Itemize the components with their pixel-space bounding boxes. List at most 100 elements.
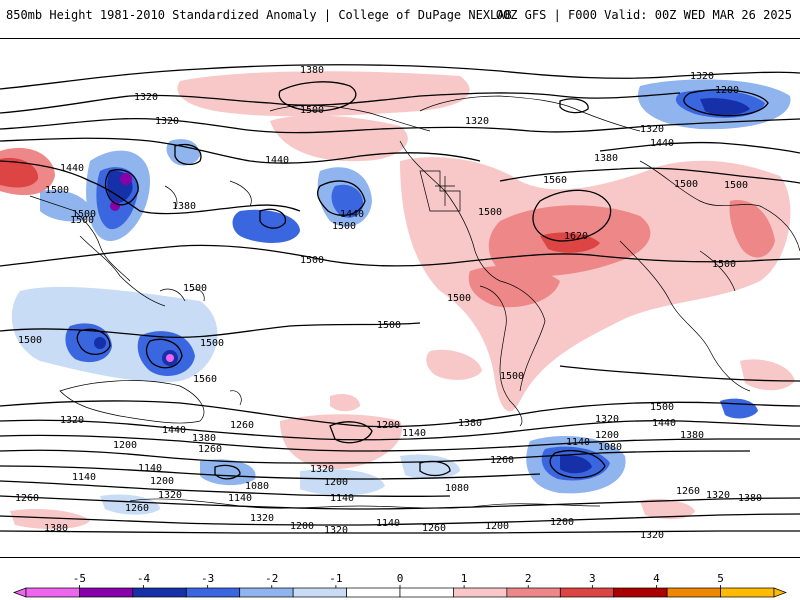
colorbar-tick-label: -3 <box>201 572 214 585</box>
colorbar-bin <box>292 587 347 598</box>
contour-label: 1140 <box>72 472 96 483</box>
contour-label: 1560 <box>543 175 567 186</box>
contour-label: 1440 <box>265 155 289 166</box>
contour-label: 1320 <box>250 513 274 524</box>
colorbar-tick-label: -5 <box>73 572 86 585</box>
colorbar-bin <box>346 587 401 598</box>
contour-label: 1200 <box>550 517 574 528</box>
run-info: 00Z GFS | F000 Valid: 00Z WED MAR 26 202… <box>495 8 792 22</box>
colorbar-tick-label: 2 <box>525 572 532 585</box>
colorbar-bin <box>79 587 134 598</box>
contour-label: 1200 <box>595 430 619 441</box>
contour-label: 1500 <box>500 371 524 382</box>
map-panel: 1380 1320 1500 1320 1200 1320 1320 1440 … <box>0 38 800 558</box>
contour-label: 1200 <box>376 420 400 431</box>
map-title: 850mb Height 1981-2010 Standardized Anom… <box>6 8 512 22</box>
contour-label: 1140 <box>402 428 426 439</box>
contour-label: 1500 <box>377 320 401 331</box>
contour-label: 1380 <box>192 433 216 444</box>
contour-label: 1260 <box>15 493 39 504</box>
contour-label: 1260 <box>125 503 149 514</box>
contour-label: 1200 <box>324 477 348 488</box>
contour-label: 1080 <box>245 481 269 492</box>
colorbar-tick-label: -4 <box>137 572 151 585</box>
colorbar-bin <box>559 587 615 598</box>
colorbar-right-arrow <box>773 587 787 598</box>
colorbar-bin <box>666 587 721 598</box>
contour-label: 1500 <box>300 255 324 266</box>
contour-label: 1500 <box>332 221 356 232</box>
height-contours <box>0 64 800 534</box>
contour-label: 1140 <box>228 493 252 504</box>
colorbar-tick-label: 5 <box>717 572 724 585</box>
contour-label: 1320 <box>134 92 158 103</box>
contour-label: 1380 <box>44 523 68 534</box>
contour-label: 1320 <box>324 525 348 536</box>
contour-label: 1080 <box>598 442 622 453</box>
contour-label: 1320 <box>310 464 334 475</box>
colorbar-tick-label: 3 <box>589 572 596 585</box>
contour-label: 1500 <box>447 293 471 304</box>
colorbar-bin <box>453 587 508 598</box>
colorbar-bin <box>506 587 561 598</box>
contour-label: 1260 <box>198 444 222 455</box>
contour-label: 1620 <box>564 231 588 242</box>
header: 850mb Height 1981-2010 Standardized Anom… <box>0 0 800 38</box>
colorbar-bin <box>185 587 241 598</box>
contour-label: 1320 <box>706 490 730 501</box>
contour-label: 1500 <box>650 402 674 413</box>
contour-label: 1380 <box>680 430 704 441</box>
contour-label: 1500 <box>72 209 96 220</box>
contour-label: 1260 <box>490 455 514 466</box>
colorbar-tick-label: 0 <box>397 572 404 585</box>
contour-label: 1200 <box>150 476 174 487</box>
map-canvas: 1380 1320 1500 1320 1200 1320 1320 1440 … <box>0 64 800 541</box>
contour-label: 1200 <box>113 440 137 451</box>
contour-label: 1500 <box>70 215 94 226</box>
colorbar-bin <box>25 587 80 598</box>
colorbar-bin <box>720 587 775 598</box>
colorbar-tick-label: -2 <box>265 572 278 585</box>
colorbar-bins <box>13 587 787 598</box>
colorbar-tick-label: -1 <box>329 572 342 585</box>
positive-anomaly-shading <box>0 71 795 530</box>
colorbar-bin <box>399 587 454 598</box>
contour-label: 1380 <box>738 493 762 504</box>
contour-label: 1560 <box>193 374 217 385</box>
colorbar-tick-label: 4 <box>653 572 660 585</box>
contour-label: 1500 <box>18 335 42 346</box>
contour-label: 1500 <box>200 338 224 349</box>
contour-label: 1140 <box>138 463 162 474</box>
negative-anomaly-shading <box>11 79 791 515</box>
contour-label: 1380 <box>458 418 482 429</box>
contour-label: 1320 <box>60 415 84 426</box>
contour-label: 1140 <box>566 437 590 448</box>
colorbar-svg: -5 -4 -3 -2 -1 0 1 2 3 4 5 <box>13 572 787 598</box>
contour-label-group: 1380 1320 1500 1320 1200 1320 1320 1440 … <box>15 65 762 541</box>
contour-label: 1380 <box>172 201 196 212</box>
contour-label: 1380 <box>594 153 618 164</box>
colorbar-tick-label: 1 <box>461 572 468 585</box>
contour-label: 1200 <box>290 521 314 532</box>
contour-label: 1500 <box>300 105 324 116</box>
contour-label: 1080 <box>445 483 469 494</box>
anomaly-colorbar: -5 -4 -3 -2 -1 0 1 2 3 4 5 <box>0 566 800 600</box>
contour-label: 1260 <box>422 523 446 534</box>
contour-label: 1320 <box>158 490 182 501</box>
contour-label: 1500 <box>478 207 502 218</box>
contour-label: 1140 <box>330 493 354 504</box>
contour-label: 1380 <box>300 65 324 76</box>
contour-label: 1320 <box>155 116 179 127</box>
contour-label: 1320 <box>690 71 714 82</box>
contour-label: 1260 <box>230 420 254 431</box>
contour-label: 1440 <box>650 138 674 149</box>
contour-label: 1200 <box>485 521 509 532</box>
contour-label: 1440 <box>340 209 364 220</box>
contour-label: 1320 <box>595 414 619 425</box>
colorbar-bin <box>239 587 294 598</box>
colorbar-bin <box>132 587 187 598</box>
contour-label: 1440 <box>652 418 676 429</box>
contour-label: 1440 <box>60 163 84 174</box>
contour-label: 1500 <box>45 185 69 196</box>
contour-label: 1440 <box>162 425 186 436</box>
